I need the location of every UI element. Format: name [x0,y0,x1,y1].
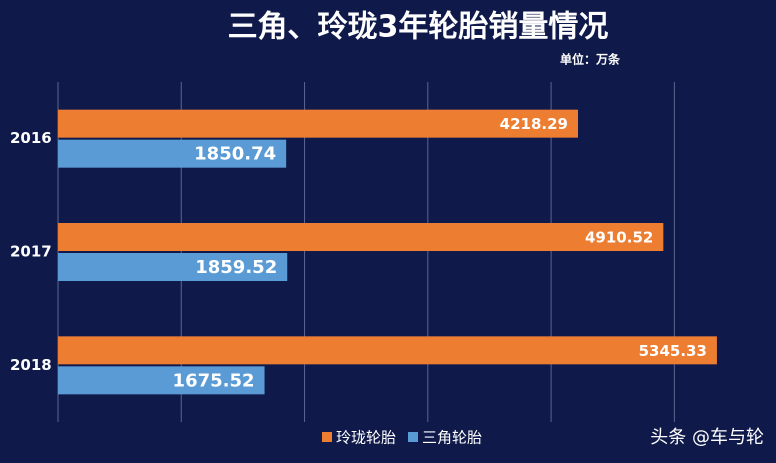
chart-subtitle: 单位：万条 [560,52,621,67]
bar [58,109,579,138]
data-label: 1859.52 [195,257,277,278]
data-label: 1675.52 [173,370,255,391]
y-tick-label: 2018 [10,356,52,374]
legend-swatch [322,432,332,442]
bar [58,139,287,168]
data-label: 4218.29 [500,115,568,133]
y-tick-label: 2017 [10,243,52,261]
data-label: 5345.33 [639,342,707,360]
legend-swatch [408,432,418,442]
chart-title: 三角、玲珑3年轮胎销量情况 [228,10,609,45]
legend-label: 玲珑轮胎 [336,429,396,447]
data-label: 4910.52 [585,229,653,247]
bar [58,366,265,395]
data-label: 1850.74 [194,144,276,165]
legend-label: 三角轮胎 [422,429,482,447]
y-tick-label: 2016 [10,129,52,147]
bar [58,253,288,281]
bar [58,336,717,365]
watermark: 头条 @车与轮 [650,427,764,448]
bar [58,223,664,251]
